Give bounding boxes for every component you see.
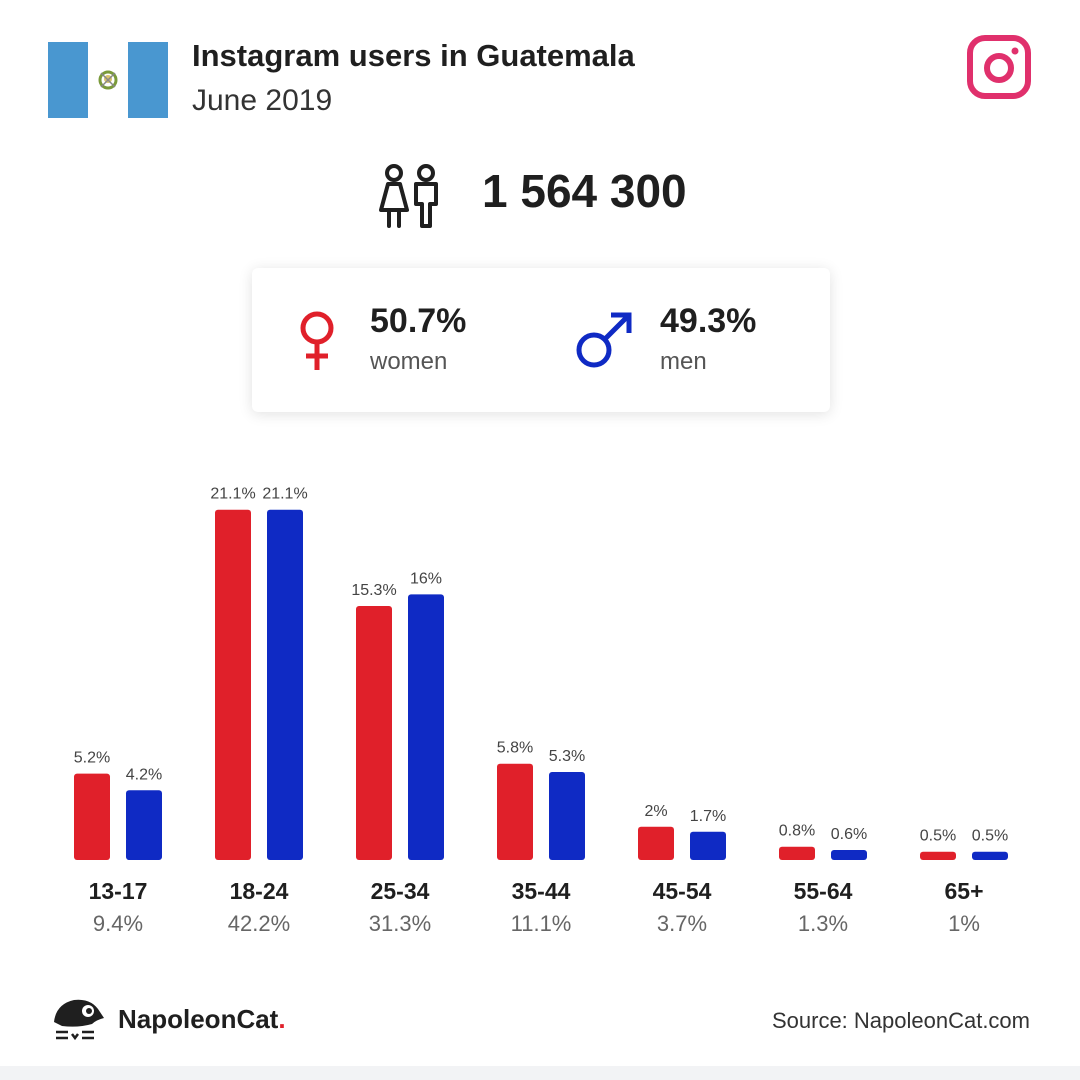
bar-women-13-17 — [74, 773, 110, 860]
bar-value-label: 15.3% — [351, 582, 396, 599]
age-group-total: 11.1% — [511, 911, 572, 936]
bar-value-label: 21.1% — [262, 486, 307, 503]
age-group-total: 9.4% — [93, 911, 143, 936]
source-note: Source: NapoleonCat.com — [771, 1008, 1030, 1033]
bar-value-label: 0.6% — [831, 826, 867, 843]
footer-band — [0, 1066, 1080, 1080]
bar-value-label: 0.5% — [972, 828, 1008, 845]
bar-women-25-34 — [356, 606, 392, 860]
page-subtitle: June 2019 — [192, 84, 333, 117]
age-group-total: 31.3% — [369, 911, 431, 936]
napoleoncat-logo-icon — [54, 999, 104, 1041]
women-label: women — [370, 348, 448, 375]
page-title: Instagram users in Guatemala — [192, 38, 635, 73]
age-group-label: 25-34 — [371, 878, 430, 904]
bar-men-13-17 — [126, 790, 162, 860]
bar-women-35-44 — [497, 763, 533, 860]
women-percent: 50.7% — [370, 302, 467, 340]
bar-value-label: 0.5% — [920, 828, 956, 845]
brand-dot: . — [278, 1004, 286, 1034]
guatemala-flag-icon — [48, 42, 168, 118]
male-symbol-icon — [576, 312, 632, 368]
gender-split-card: 50.7% women 49.3% men — [252, 268, 830, 412]
age-group-total: 3.7% — [657, 911, 707, 936]
bar-value-label: 1.7% — [690, 808, 726, 825]
age-gender-bar-chart: 5.2% 4.2% 13-17 9.4% 21.1% 21.1% 18-24 42.2% 15.… — [74, 486, 1008, 936]
bar-value-label: 21.1% — [210, 486, 255, 503]
instagram-icon — [967, 35, 1031, 99]
bar-women-65+ — [920, 851, 956, 860]
bar-men-45-54 — [690, 831, 726, 860]
age-group-label: 65+ — [944, 878, 983, 904]
age-group-total: 1.3% — [798, 911, 848, 936]
age-group-total: 42.2% — [228, 911, 290, 936]
bar-men-65+ — [972, 851, 1008, 860]
bar-men-25-34 — [408, 594, 444, 860]
brand-name: NapoleonCat. — [118, 1004, 286, 1035]
total-users: 1 564 300 — [482, 165, 687, 217]
bar-value-label: 16% — [410, 570, 442, 587]
bar-men-18-24 — [267, 509, 303, 860]
age-group-label: 35-44 — [512, 878, 571, 904]
bar-value-label: 5.2% — [74, 750, 110, 767]
bar-value-label: 2% — [644, 803, 667, 820]
bar-men-55-64 — [831, 850, 867, 860]
bar-women-55-64 — [779, 846, 815, 860]
men-percent: 49.3% — [660, 302, 757, 340]
age-group-label: 13-17 — [89, 878, 148, 904]
female-symbol-icon — [300, 311, 334, 370]
bar-value-label: 5.8% — [497, 740, 533, 757]
age-group-total: 1% — [948, 911, 980, 936]
bar-men-35-44 — [549, 772, 585, 860]
users-icon — [379, 164, 438, 228]
bar-value-label: 4.2% — [126, 766, 162, 783]
bar-women-18-24 — [215, 509, 251, 860]
men-label: men — [660, 348, 707, 375]
bar-value-label: 5.3% — [549, 748, 585, 765]
age-group-label: 18-24 — [230, 878, 289, 904]
age-group-label: 55-64 — [794, 878, 853, 904]
brand-text: NapoleonCat — [118, 1004, 279, 1034]
bar-women-45-54 — [638, 826, 674, 860]
bar-value-label: 0.8% — [779, 823, 815, 840]
age-group-label: 45-54 — [653, 878, 712, 904]
